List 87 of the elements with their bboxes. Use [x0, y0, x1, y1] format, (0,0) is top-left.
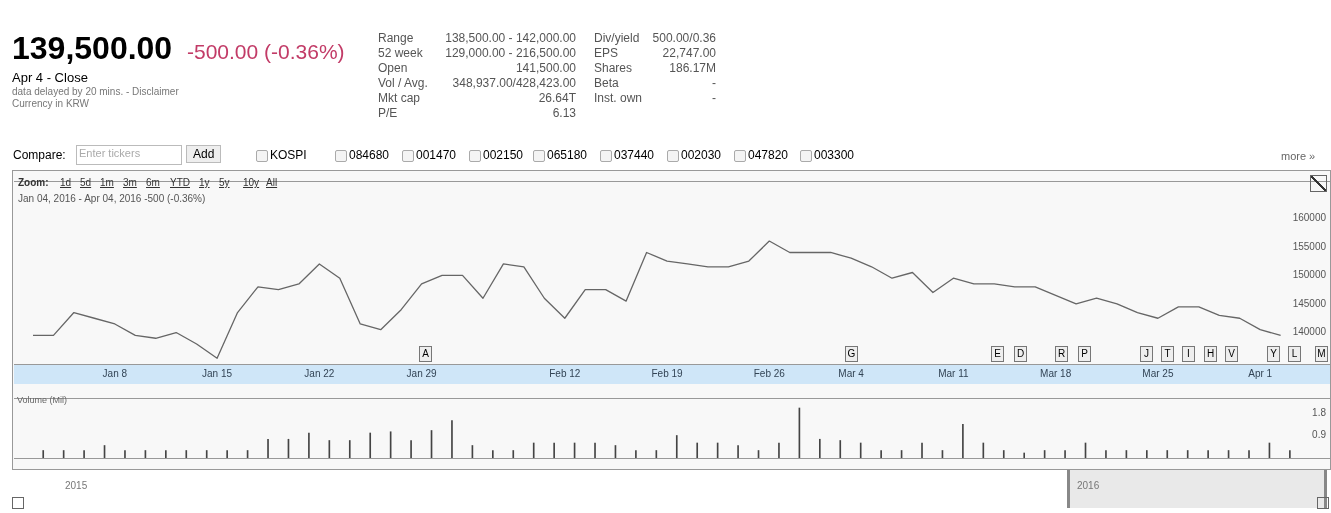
text: - — [712, 76, 716, 90]
text: - — [712, 91, 716, 105]
text: 047820 — [748, 148, 789, 162]
y-tick-label: 0.9 — [1312, 429, 1327, 441]
annotation: 6m — [146, 177, 160, 188]
x-tick-label: Mar 11 — [938, 367, 970, 379]
y-tick-label: 1.8 — [1312, 406, 1327, 418]
x-tick-label: Mar 18 — [1040, 367, 1072, 379]
text: Beta — [594, 76, 619, 90]
text: L — [1288, 346, 1301, 362]
text: -500.00 (-0.36%) — [187, 40, 345, 64]
annotation: 1m — [100, 177, 114, 188]
text: 6.13 — [552, 106, 576, 120]
text: 001470 — [416, 148, 457, 162]
text: 52 week — [378, 46, 423, 60]
annotation: YTD — [170, 177, 190, 188]
x-tick-label: Mar 4 — [838, 367, 865, 379]
annotation: Zoom: — [18, 177, 49, 188]
annotation: E — [991, 346, 1004, 362]
text: Compare: — [13, 148, 66, 162]
annotation: T — [1161, 346, 1174, 362]
text: Mkt cap — [378, 91, 421, 105]
text: data delayed by 20 mins. - Disclaimer — [12, 86, 179, 97]
x-tick-label: Mar 25 — [1142, 367, 1174, 379]
x-tick-label: Feb 12 — [549, 367, 581, 379]
text: 003300 — [814, 148, 855, 162]
annotation: 5d — [80, 177, 92, 188]
text: Inst. own — [594, 91, 643, 105]
text: Apr 4 - Close — [12, 70, 88, 85]
text: 22,747.00 — [662, 46, 716, 60]
y-tick-label: 140000 — [1292, 326, 1327, 338]
annotation: H — [1204, 346, 1217, 362]
y-tick-label: 155000 — [1292, 240, 1327, 252]
y-tick-label: 145000 — [1292, 297, 1327, 309]
annotation: R — [1055, 346, 1068, 362]
text: 348,937.00/428,423.00 — [452, 76, 576, 90]
y-tick-label: 160000 — [1292, 211, 1327, 223]
text: 065180 — [547, 148, 588, 162]
text: P/E — [378, 106, 398, 120]
x-tick-label: Feb 19 — [651, 367, 684, 379]
text: EPS — [594, 46, 619, 60]
annotation: P — [1078, 346, 1091, 362]
x-tick-label: Jan 15 — [202, 367, 233, 379]
text: 037440 — [614, 148, 655, 162]
annotation: G — [845, 346, 858, 362]
text: more » — [1281, 150, 1316, 162]
text: Vol / Avg. — [378, 76, 428, 90]
text: 084680 — [349, 148, 390, 162]
annotation: A — [419, 346, 432, 362]
text: Add — [186, 145, 222, 163]
annotation: D — [1014, 346, 1027, 362]
text: 26.64T — [538, 91, 576, 105]
x-tick-label: Jan 29 — [406, 367, 438, 379]
text: Range — [378, 31, 414, 45]
text: M — [1315, 346, 1328, 362]
text: 141,500.00 — [515, 61, 576, 75]
text: Div/yield — [594, 31, 640, 45]
annotation: All — [266, 177, 278, 188]
annotation: I — [1182, 346, 1195, 362]
annotation: 3m — [123, 177, 137, 188]
text: Shares — [594, 61, 633, 75]
annotation: 1y — [199, 177, 210, 188]
text: 500.00/0.36 — [652, 31, 716, 45]
text: 002030 — [681, 148, 722, 162]
annotation: 10y — [243, 177, 260, 188]
text: 186.17M — [669, 61, 716, 75]
text: KOSPI — [270, 148, 307, 162]
y-tick-label: 150000 — [1292, 269, 1327, 281]
x-tick-label: Jan 8 — [102, 367, 128, 379]
text: Open — [378, 61, 408, 75]
annotation: Y — [1267, 346, 1280, 362]
x-tick-label: Apr 1 — [1248, 367, 1273, 379]
x-tick-label: Feb 26 — [753, 367, 786, 379]
text: 2015 — [65, 480, 88, 491]
annotation: J — [1140, 346, 1153, 362]
text: 002150 — [483, 148, 524, 162]
text: 139,500.00 — [12, 30, 173, 67]
annotation: Jan 04, 2016 - Apr 04, 2016 -500 (-0.36%) — [18, 193, 206, 204]
annotation: V — [1225, 346, 1238, 362]
text: Enter tickers — [76, 145, 182, 165]
text: 129,000.00 - 216,500.00 — [445, 46, 576, 60]
text: 2016 — [1077, 480, 1100, 491]
text: 138,500.00 - 142,000.00 — [445, 31, 576, 45]
x-tick-label: Jan 22 — [304, 367, 335, 379]
text: Currency in KRW — [12, 98, 90, 109]
annotation: 5y — [219, 177, 230, 188]
annotation: 1d — [60, 177, 72, 188]
